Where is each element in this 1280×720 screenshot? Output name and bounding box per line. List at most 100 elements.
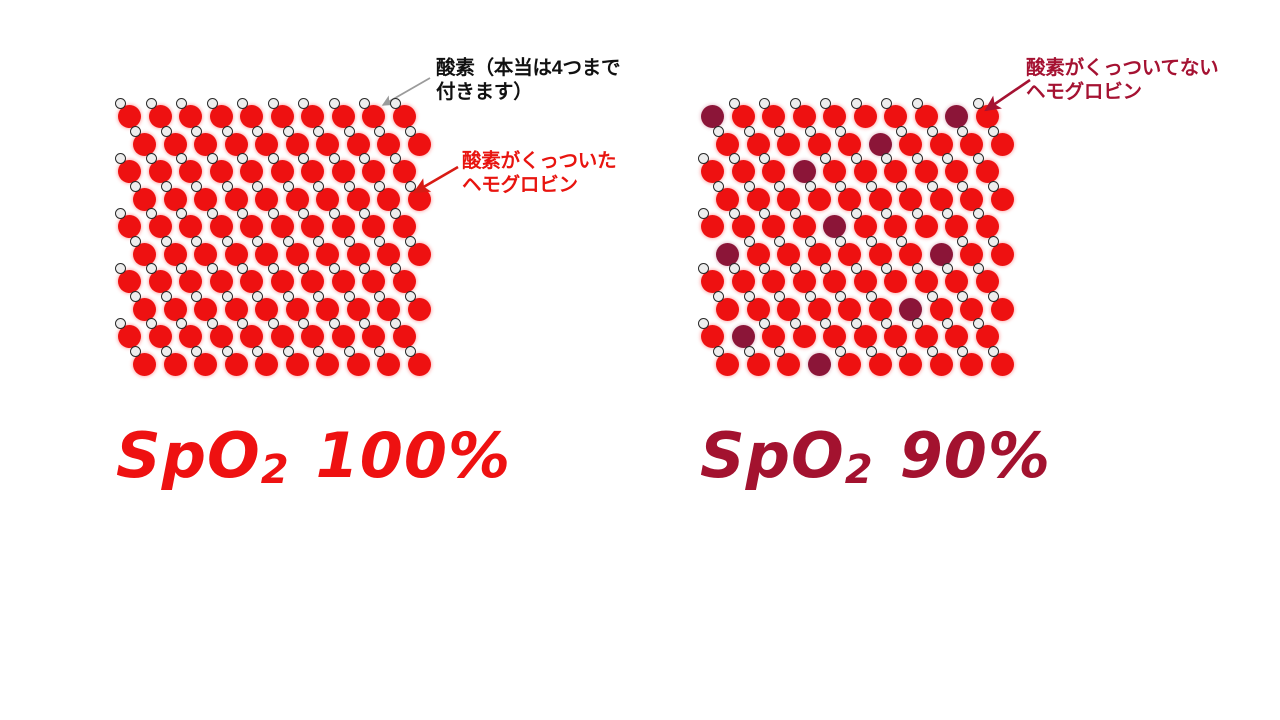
oxygenated-hemoglobin <box>759 153 790 184</box>
oxygen-molecule-icon <box>957 180 968 192</box>
oxygenated-hemoglobin <box>374 290 405 322</box>
hemoglobin-body <box>362 105 385 128</box>
oxygen-molecule-icon <box>328 153 340 164</box>
oxygen-molecule-icon <box>865 180 877 192</box>
oxygenated-hemoglobin <box>328 153 360 184</box>
hemoglobin-body <box>975 270 999 293</box>
deoxygenated-hemoglobin <box>805 346 836 377</box>
hemoglobin-body <box>255 132 278 156</box>
oxygen-molecule-icon <box>926 345 938 357</box>
oxygen-molecule-icon <box>252 345 263 357</box>
oxygen-molecule-icon <box>743 345 755 357</box>
spo2-value: 90 <box>899 419 988 492</box>
hemoglobin-body <box>762 325 785 348</box>
oxygen-molecule-icon <box>191 125 202 137</box>
hemoglobin-body <box>929 132 953 156</box>
oxygenated-hemoglobin <box>343 235 375 267</box>
hemoglobin-body <box>270 270 294 293</box>
oxygenated-hemoglobin <box>343 345 375 377</box>
spo2-label: SpO <box>700 419 845 492</box>
hemoglobin-body <box>990 297 1014 321</box>
hemoglobin-body <box>301 270 324 293</box>
oxygenated-hemoglobin <box>926 125 958 157</box>
oxygenated-hemoglobin <box>221 125 253 157</box>
hemoglobin-body <box>209 105 233 128</box>
oxygenated-hemoglobin <box>698 263 729 294</box>
hemoglobin-body <box>377 132 400 156</box>
hemoglobin-body <box>316 352 339 376</box>
oxygenated-hemoglobin <box>926 290 958 322</box>
oxygenated-hemoglobin <box>221 345 253 377</box>
oxygenated-hemoglobin <box>789 208 821 239</box>
oxygen-molecule-icon <box>865 235 877 247</box>
deoxygenated-hemoglobin <box>866 126 897 157</box>
hemoglobin-body <box>163 187 187 211</box>
oxygen-molecule-icon <box>698 208 709 219</box>
oxygenated-hemoglobin <box>987 180 1019 212</box>
oxygen-molecule-icon <box>957 345 968 357</box>
oxygen-molecule-icon <box>804 290 816 302</box>
oxygen-molecule-icon <box>850 153 862 164</box>
hemoglobin-body <box>945 160 968 183</box>
hemoglobin-body <box>407 132 431 156</box>
oxygenated-hemoglobin <box>389 153 421 184</box>
oxygenated-hemoglobin <box>789 98 821 129</box>
hemoglobin-body <box>270 160 294 183</box>
oxygen-molecule-icon <box>313 180 324 192</box>
hemoglobin-body <box>316 187 339 211</box>
oxygen-molecule-icon <box>267 318 279 329</box>
deoxygenated-hemoglobin <box>942 98 973 129</box>
oxygenated-hemoglobin <box>282 180 314 212</box>
oxygenated-hemoglobin <box>267 98 299 129</box>
oxygenated-hemoglobin <box>267 153 299 184</box>
oxygen-molecule-icon <box>160 180 172 192</box>
oxygen-molecule-icon <box>374 235 385 247</box>
oxygen-molecule-icon <box>881 263 892 274</box>
oxygen-molecule-icon <box>389 153 401 164</box>
oxygen-molecule-icon <box>957 235 968 247</box>
oxygenated-hemoglobin <box>298 153 329 184</box>
hemoglobin-body <box>179 215 202 238</box>
oxygen-molecule-icon <box>789 318 801 329</box>
hemoglobin-body <box>362 215 385 238</box>
oxygen-molecule-icon <box>404 180 416 192</box>
oxygenated-hemoglobin <box>404 180 436 212</box>
oxygenated-hemoglobin <box>865 345 897 377</box>
hemoglobin-body <box>377 297 400 321</box>
hemoglobin-body <box>163 242 187 266</box>
oxygenated-hemoglobin <box>160 180 192 212</box>
oxygen-molecule-icon <box>374 290 385 302</box>
spo2-unit: % <box>448 419 512 492</box>
oxygenated-hemoglobin <box>713 345 744 377</box>
oxygen-molecule-icon <box>698 153 709 164</box>
oxygen-molecule-icon <box>176 318 187 329</box>
oxygenated-hemoglobin <box>957 180 988 212</box>
hemoglobin-body <box>194 132 217 156</box>
oxygenated-hemoglobin <box>328 98 360 129</box>
oxygenated-hemoglobin <box>191 125 222 157</box>
hemoglobin-body <box>777 187 800 211</box>
hemoglobin-body <box>731 325 755 348</box>
oxygen-molecule-icon <box>145 318 157 329</box>
hemoglobin-body <box>118 105 141 128</box>
hemoglobin-body <box>792 105 816 128</box>
oxygenated-hemoglobin <box>698 318 729 349</box>
oxygenated-hemoglobin <box>145 98 177 129</box>
oxygenated-hemoglobin <box>896 125 927 157</box>
oxygen-molecule-icon <box>343 345 355 357</box>
oxygenated-hemoglobin <box>206 318 238 349</box>
hemoglobin-body <box>823 105 846 128</box>
oxygenated-hemoglobin <box>404 345 436 377</box>
oxygen-molecule-icon <box>389 98 401 109</box>
oxygenated-hemoglobin <box>774 180 805 212</box>
hemoglobin-body <box>823 160 846 183</box>
hemoglobin-body <box>823 270 846 293</box>
oxygenated-hemoglobin <box>343 290 375 322</box>
oxygenated-hemoglobin <box>957 235 988 267</box>
oxygen-molecule-icon <box>911 98 923 109</box>
hemoglobin-body <box>179 105 202 128</box>
hemoglobin-body <box>945 105 968 128</box>
oxygenated-hemoglobin <box>359 208 390 239</box>
oxygenated-hemoglobin <box>206 153 238 184</box>
oxygen-molecule-icon <box>145 98 157 109</box>
